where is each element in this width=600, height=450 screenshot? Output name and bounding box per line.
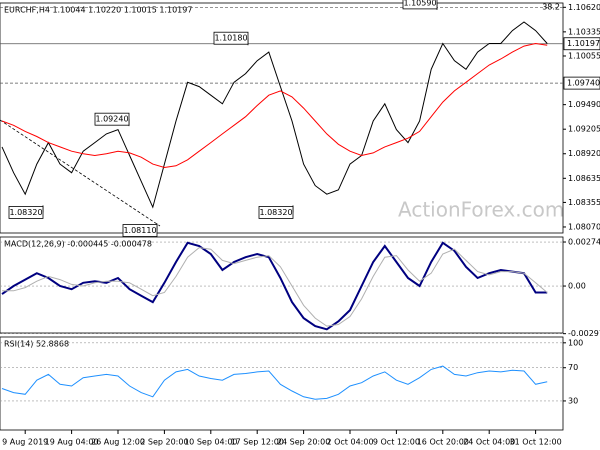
y-tick-label: 70 [568,363,578,372]
x-tick-label: 16 Oct 20:00 [417,438,469,447]
series-line [2,247,548,327]
panel-frame [0,336,564,431]
fib-label: 38.2 [542,3,560,12]
x-tick-label: 9 Aug 2019 [2,438,48,447]
y-tick-label: 1.09490 [568,100,600,109]
series-line [1,365,548,400]
y-tick-label: 1.10620 [568,3,600,12]
x-tick-label: 9 Oct 12:00 [373,438,420,447]
annotation-label: 1.10590 [403,0,436,7]
price-level-label: 1.10197 [567,39,600,48]
series-line [1,42,548,169]
panel-frame [0,236,564,334]
y-tick-label: 1.10055 [568,51,600,60]
y-tick-label: 1.08635 [568,174,600,183]
y-tick-label: 0.00 [568,282,586,291]
annotation-label: 1.08110 [123,226,156,235]
watermark: ActionForex.com [398,198,564,222]
y-tick-label: -0.002972 [568,329,600,338]
y-tick-label: 1.08920 [568,149,600,158]
annotation-label: 1.08320 [259,208,292,217]
panel-title: RSI(14) 52.8868 [4,340,69,349]
trend-line [0,119,161,227]
price-level-box [563,37,600,51]
price-level-box [563,76,600,90]
x-tick-label: 26 Aug 12:00 [91,438,145,447]
x-tick-label: 19 Aug 04:00 [45,438,99,447]
annotation-box [122,224,158,237]
annotation-box [213,31,249,45]
y-tick-label: 30 [568,396,578,405]
x-tick-label: 17 Sep 12:00 [230,438,283,447]
x-tick-label: 2 Sep 20:00 [140,438,188,447]
annotation-label: 1.10180 [214,34,247,43]
x-tick-label: 24 Oct 04:00 [463,438,515,447]
y-tick-label: 1.08070 [568,222,600,231]
price-level-label: 1.09740 [567,79,600,88]
panel-title: EURCHF,H4 1.10044 1.10220 1.10015 1.1019… [4,6,192,15]
x-tick-label: 31 Oct 12:00 [510,438,562,447]
series-line [1,21,548,209]
y-tick-label: 100 [568,338,583,347]
y-tick-label: 1.10335 [568,27,600,36]
panel-title: MACD(12,26,9) -0.000445 -0.000478 [4,240,152,249]
series-line [1,241,548,331]
y-tick-label: 0.002747 [568,238,600,247]
annotation-box [8,206,44,219]
annotation-label: 1.08320 [9,208,42,217]
annotation-box [258,206,294,219]
annotation-label: 1.09240 [95,115,128,124]
y-tick-label: 1.08355 [568,198,600,207]
y-tick-label: 1.09205 [568,125,600,134]
panel-frame [0,2,564,234]
annotation-box [402,0,438,10]
annotation-box [94,112,130,126]
x-tick-label: 2 Oct 04:00 [326,438,373,447]
x-tick-label: 24 Sep 20:00 [277,438,330,447]
x-tick-label: 10 Sep 04:00 [184,438,237,447]
